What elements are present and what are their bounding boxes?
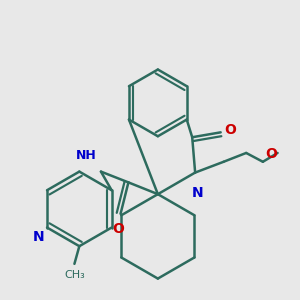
Text: CH₃: CH₃ [64, 270, 85, 280]
Text: O: O [113, 222, 124, 236]
Text: N: N [191, 186, 203, 200]
Text: O: O [225, 123, 236, 137]
Text: NH: NH [76, 149, 97, 162]
Text: O: O [265, 147, 277, 161]
Text: N: N [32, 230, 44, 244]
